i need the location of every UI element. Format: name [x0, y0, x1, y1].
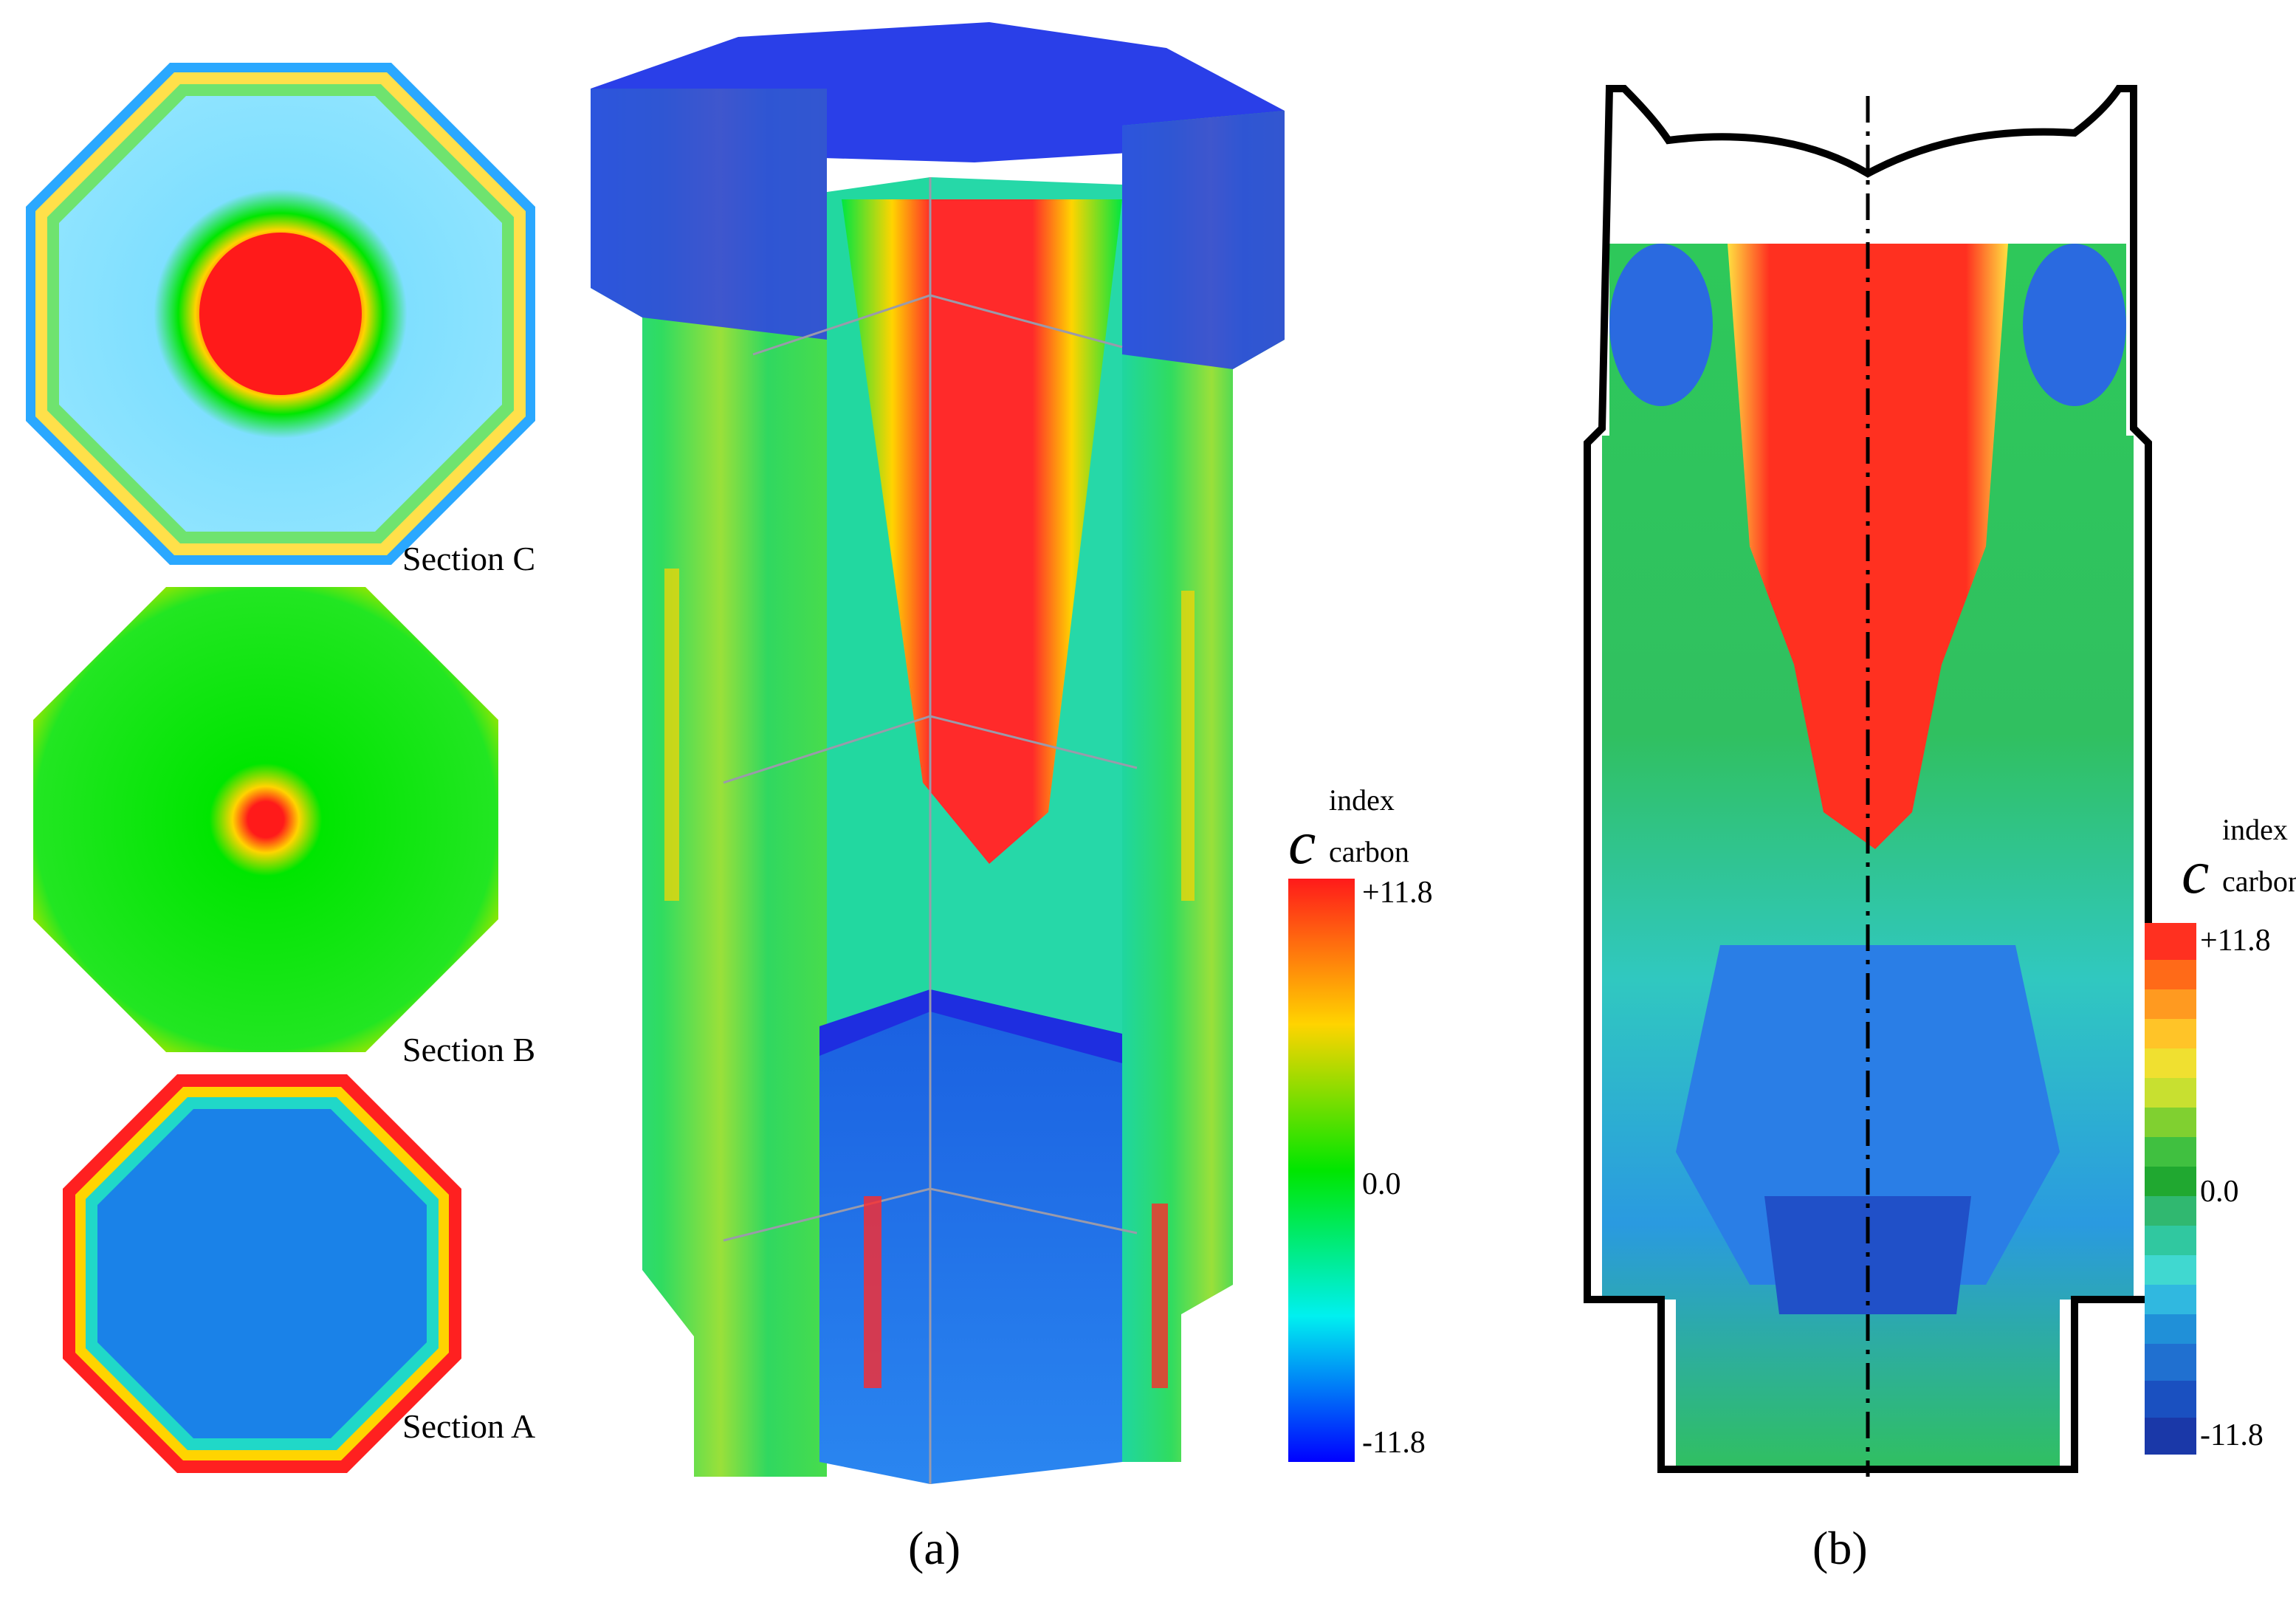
section-c-label: Section C	[402, 540, 536, 577]
legend-a-superscript: index	[1329, 783, 1395, 817]
legend-a-subscript: carbon	[1329, 835, 1409, 868]
legend-b-min: -11.8	[2200, 1418, 2264, 1452]
section-b-label: Section B	[402, 1031, 536, 1068]
legend-b-subscript: carbon	[2222, 865, 2296, 898]
legend-a-variable: c index carbon	[1288, 783, 1451, 886]
legend-a-min: -11.8	[1362, 1426, 1426, 1460]
section-a-contour	[63, 1074, 461, 1473]
vessel-cross-section	[1584, 85, 2152, 1477]
legend-b-max: +11.8	[2200, 924, 2271, 958]
legend-b-variable: c index carbon	[2182, 812, 2296, 916]
cutaway-3d-column	[591, 22, 1285, 1484]
section-c-contour	[26, 63, 535, 565]
colorbar-a	[1288, 879, 1355, 1462]
section-a-label: Section A	[402, 1407, 536, 1445]
colorbar-b	[2145, 923, 2196, 1455]
legend-a-c: c	[1288, 808, 1316, 877]
panel-b: c index carbon +11.8 0.0 -11.8 (b)	[1477, 0, 2296, 1617]
panel-a-label: (a)	[908, 1522, 961, 1574]
legend-b-mid: 0.0	[2200, 1175, 2239, 1209]
section-b-contour	[33, 587, 498, 1052]
legend-b-c: c	[2182, 838, 2210, 907]
legend-a-mid: 0.0	[1362, 1167, 1401, 1201]
panel-a: Section C Section B Section A	[26, 22, 1451, 1574]
panel-b-label: (b)	[1812, 1522, 1868, 1574]
legend-a-max: +11.8	[1362, 876, 1433, 910]
legend-b-superscript: index	[2222, 813, 2288, 846]
